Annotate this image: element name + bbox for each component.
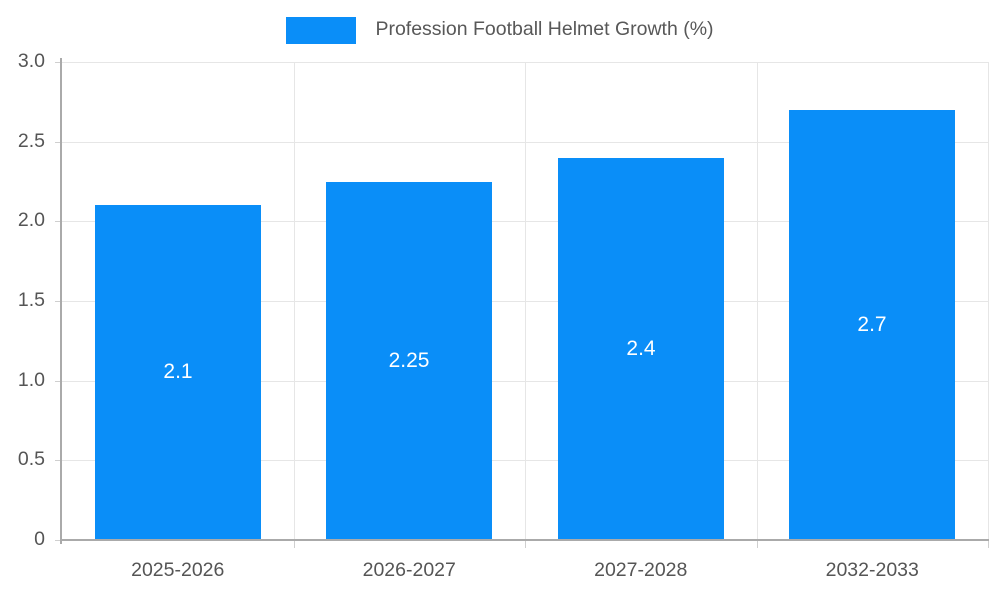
bar-value-label: 2.1 — [163, 360, 193, 384]
x-axis-line — [60, 539, 989, 541]
gridline-vertical — [294, 62, 295, 540]
y-axis-tick-mark — [55, 141, 62, 143]
x-axis-tick-label: 2026-2027 — [362, 559, 456, 581]
x-axis-tick-mark — [757, 541, 758, 548]
y-axis-tick-label: 3.0 — [17, 50, 45, 72]
y-axis-tick-mark — [55, 301, 62, 302]
gridline-vertical — [988, 62, 989, 540]
legend-item-helmet-growth[interactable]: Profession Football Helmet Growth (%) — [286, 16, 714, 44]
chart-legend: Profession Football Helmet Growth (%) — [0, 10, 1000, 50]
y-axis-tick-label: 0 — [34, 528, 45, 550]
bar[interactable]: 2.1 — [95, 205, 261, 540]
x-axis-tick-mark — [988, 541, 989, 548]
y-axis-tick-mark — [55, 540, 62, 541]
y-axis-tick-mark — [55, 62, 62, 63]
plot-area: 2.1 2.25 2.4 2.7 — [62, 62, 989, 541]
x-axis-tick-mark — [525, 541, 526, 548]
y-axis-tick-mark — [55, 380, 62, 382]
y-axis-tick-label: 2.5 — [17, 129, 45, 152]
bar-value-label: 2.25 — [388, 349, 430, 373]
bar-value-label: 2.4 — [626, 337, 656, 361]
y-axis-tick-label: 1.5 — [17, 289, 45, 311]
legend-color-swatch — [286, 16, 357, 44]
bar[interactable]: 2.7 — [789, 110, 955, 540]
y-axis-tick-mark — [55, 221, 62, 223]
x-axis-tick-label: 2025-2026 — [131, 559, 225, 581]
y-axis-line — [60, 58, 62, 544]
y-axis-tick-mark — [55, 460, 62, 462]
bar[interactable]: 2.25 — [326, 182, 492, 541]
bar[interactable]: 2.4 — [558, 158, 724, 540]
legend-label: Profession Football Helmet Growth (%) — [375, 18, 714, 41]
gridline-vertical — [525, 62, 526, 540]
x-axis-tick-mark — [294, 541, 295, 548]
y-axis-tick-label: 1.0 — [17, 368, 45, 391]
x-axis-tick-label: 2027-2028 — [594, 559, 688, 581]
gridline-vertical — [757, 62, 758, 540]
y-axis-tick-label: 2.0 — [17, 209, 45, 232]
x-axis-tick-label: 2032-2033 — [825, 559, 919, 581]
bar-value-label: 2.7 — [857, 313, 887, 337]
y-axis-tick-label: 0.5 — [17, 448, 45, 471]
